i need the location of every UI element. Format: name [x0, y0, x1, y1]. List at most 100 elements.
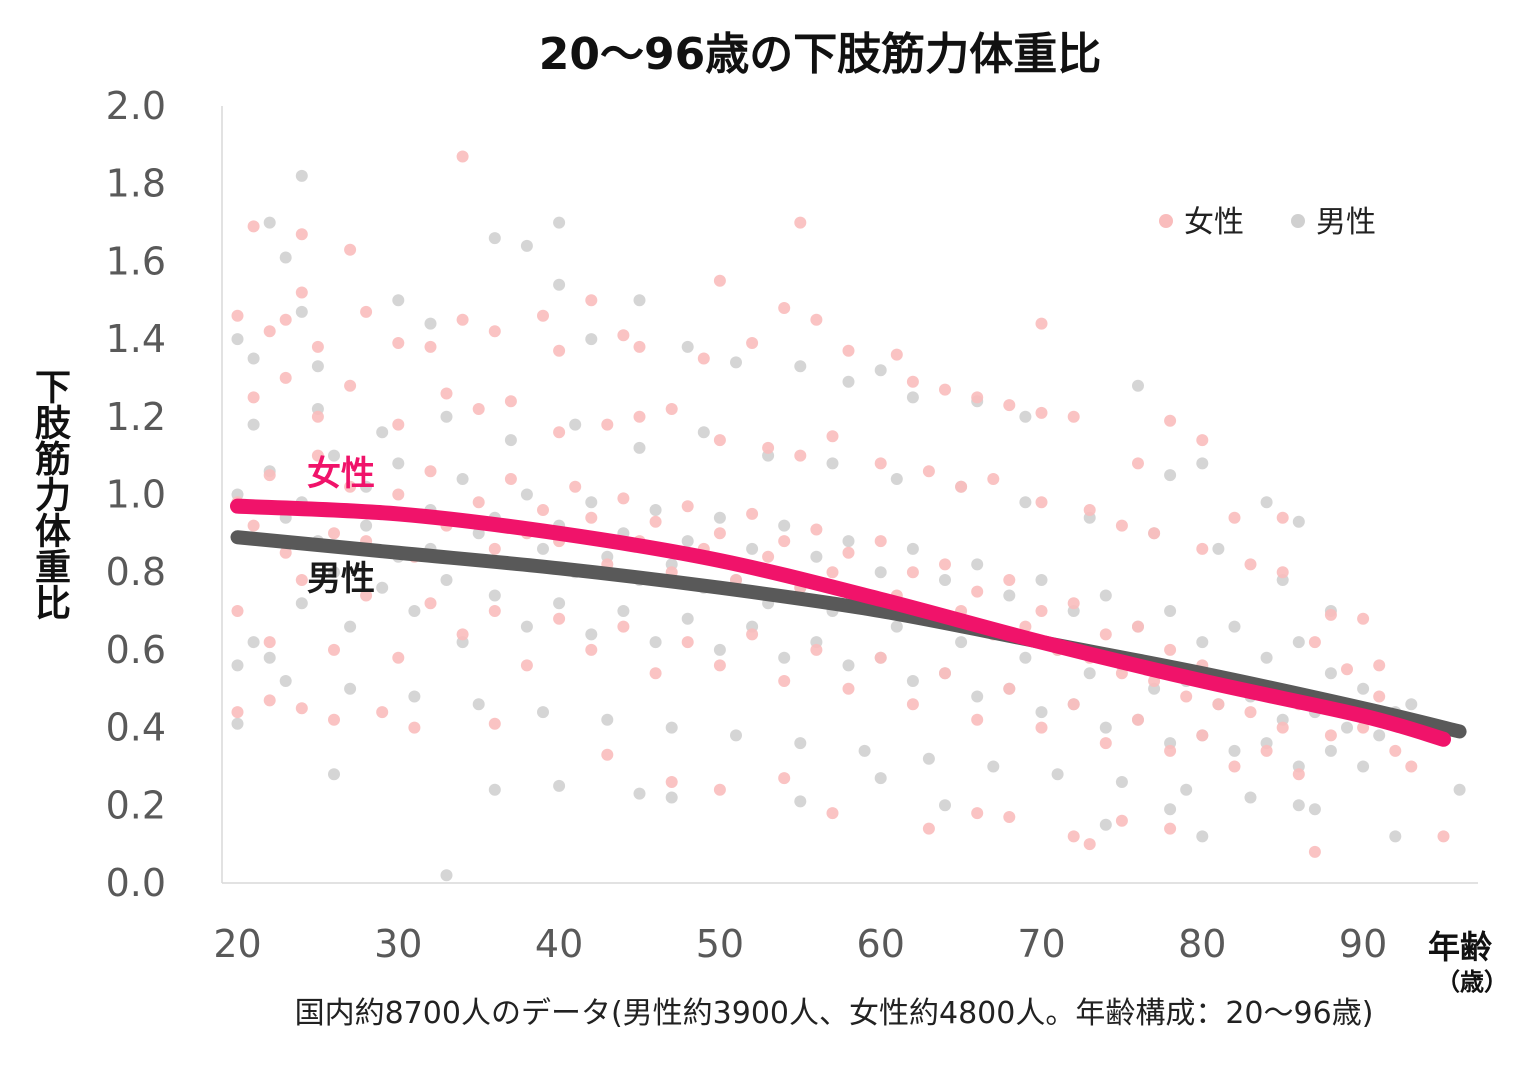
point-male	[633, 441, 646, 454]
point-male	[279, 675, 292, 687]
x-axis-unit: （歳）	[1436, 968, 1508, 996]
point-female	[633, 410, 646, 423]
point-male	[1035, 706, 1048, 719]
point-male	[730, 356, 742, 369]
point-female	[295, 228, 308, 241]
point-male	[553, 779, 566, 792]
point-female	[1067, 698, 1080, 711]
point-female	[488, 605, 501, 617]
point-male	[713, 511, 726, 524]
point-female	[585, 511, 598, 524]
point-female	[1228, 760, 1241, 773]
point-male	[328, 449, 340, 462]
point-female	[1003, 682, 1016, 695]
point-male	[1212, 542, 1225, 555]
y-tick-label: 0.8	[106, 550, 166, 594]
point-male	[585, 496, 598, 509]
point-male	[408, 690, 421, 703]
point-male	[617, 605, 630, 617]
point-female	[826, 566, 839, 579]
legend: 女性 男性	[1159, 205, 1376, 240]
y-tick-label: 1.0	[106, 473, 166, 517]
point-female	[649, 515, 662, 528]
point-male	[424, 317, 437, 330]
point-female	[633, 340, 646, 353]
point-female	[1083, 504, 1096, 516]
point-female	[392, 418, 405, 431]
point-female	[456, 628, 469, 641]
point-male	[504, 434, 517, 447]
point-female	[842, 546, 855, 559]
point-female	[585, 294, 598, 307]
point-male	[890, 620, 903, 633]
point-female	[344, 243, 357, 256]
point-male	[1260, 651, 1273, 664]
point-male	[520, 488, 533, 501]
point-male	[263, 216, 276, 229]
point-female	[874, 651, 887, 664]
point-male	[874, 772, 887, 785]
point-female	[601, 418, 614, 431]
point-female	[295, 574, 308, 586]
point-female	[424, 340, 437, 353]
x-tick-label: 60	[857, 922, 905, 966]
point-male	[665, 791, 678, 804]
point-female	[553, 344, 566, 357]
x-tick-label: 30	[374, 922, 422, 966]
point-male	[1228, 620, 1241, 633]
point-male	[279, 251, 292, 264]
point-female	[939, 667, 951, 680]
point-female	[794, 449, 807, 462]
point-female	[1357, 721, 1370, 734]
point-female	[617, 329, 630, 342]
trend-line-male	[230, 530, 1467, 739]
x-tick-label: 70	[1017, 922, 1065, 966]
point-female	[1132, 620, 1144, 633]
point-male	[247, 352, 260, 365]
point-female	[906, 566, 919, 579]
point-male	[553, 597, 566, 610]
point-male	[778, 651, 791, 664]
point-female	[665, 403, 678, 415]
x-tick-label: 80	[1178, 922, 1226, 966]
legend-label-female: 女性	[1184, 205, 1244, 240]
point-female	[987, 473, 1000, 485]
point-female	[939, 558, 951, 571]
point-male	[585, 333, 598, 346]
point-female	[746, 628, 759, 641]
point-female	[713, 783, 726, 796]
point-female	[697, 352, 710, 365]
point-male	[231, 659, 244, 672]
point-male	[569, 418, 582, 431]
point-male	[392, 457, 405, 470]
point-male	[553, 278, 566, 291]
point-female	[810, 523, 823, 536]
point-female	[649, 667, 662, 680]
point-female	[906, 698, 919, 711]
point-female	[971, 713, 984, 726]
point-male	[1083, 667, 1096, 680]
point-female	[1164, 643, 1177, 656]
point-male	[1003, 589, 1016, 602]
point-male	[794, 795, 807, 808]
point-male	[1292, 515, 1305, 528]
point-male	[1115, 776, 1128, 788]
point-male	[697, 426, 710, 439]
point-male	[520, 620, 533, 633]
point-female	[1164, 744, 1177, 757]
point-female	[1003, 399, 1016, 412]
point-female	[360, 589, 373, 602]
point-female	[826, 807, 839, 820]
point-male	[1196, 636, 1209, 649]
point-female	[328, 643, 340, 656]
point-female	[1292, 768, 1305, 781]
point-female	[810, 643, 823, 656]
point-male	[537, 542, 549, 555]
point-male	[1099, 589, 1112, 602]
point-female	[1115, 814, 1128, 827]
point-female	[746, 507, 759, 520]
chart-title: 20～96歳の下肢筋力体重比	[538, 29, 1102, 80]
point-female	[778, 535, 791, 548]
point-male	[472, 698, 485, 711]
point-female	[665, 776, 678, 788]
